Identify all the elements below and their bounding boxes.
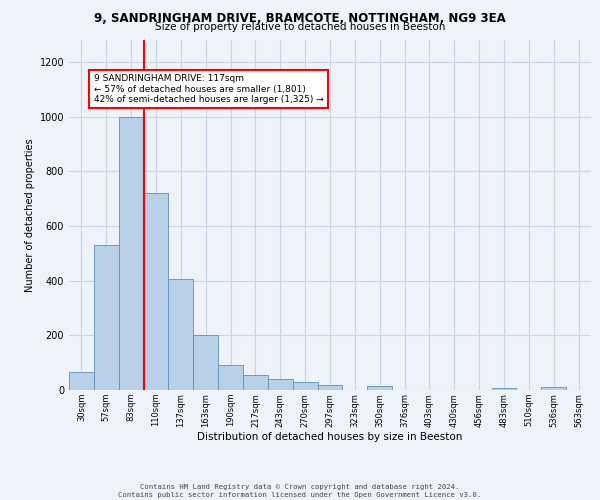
Text: 9 SANDRINGHAM DRIVE: 117sqm
← 57% of detached houses are smaller (1,801)
42% of : 9 SANDRINGHAM DRIVE: 117sqm ← 57% of det… — [94, 74, 323, 104]
Bar — [119, 116, 143, 390]
Bar — [94, 245, 119, 390]
Text: 9, SANDRINGHAM DRIVE, BRAMCOTE, NOTTINGHAM, NG9 3EA: 9, SANDRINGHAM DRIVE, BRAMCOTE, NOTTINGH… — [94, 12, 506, 26]
Bar — [69, 372, 94, 390]
Bar — [193, 336, 218, 390]
X-axis label: Distribution of detached houses by size in Beeston: Distribution of detached houses by size … — [197, 432, 463, 442]
Bar — [491, 388, 517, 390]
Text: Size of property relative to detached houses in Beeston: Size of property relative to detached ho… — [155, 22, 445, 32]
Text: Contains HM Land Registry data © Crown copyright and database right 2024.
Contai: Contains HM Land Registry data © Crown c… — [118, 484, 482, 498]
Bar — [169, 280, 193, 390]
Bar — [218, 366, 243, 390]
Bar — [268, 379, 293, 390]
Bar — [367, 386, 392, 390]
Bar — [541, 386, 566, 390]
Y-axis label: Number of detached properties: Number of detached properties — [25, 138, 35, 292]
Bar — [143, 193, 169, 390]
Bar — [243, 375, 268, 390]
Bar — [293, 382, 317, 390]
Bar — [317, 385, 343, 390]
